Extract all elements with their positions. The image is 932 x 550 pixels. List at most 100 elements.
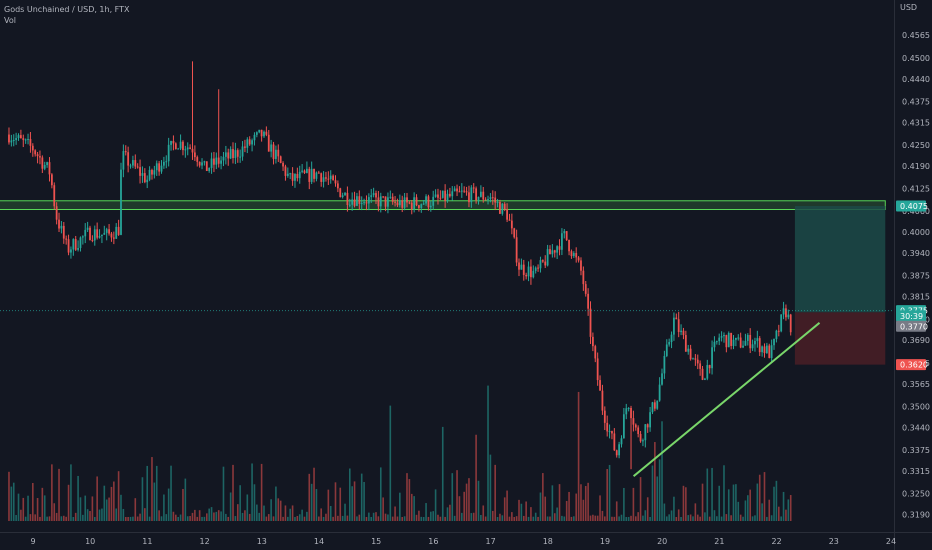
candle-body [453,188,456,192]
price-tick-label: 0.4060 [902,207,930,216]
candle-body [472,187,475,189]
candle-body [170,140,172,145]
volume-bar [375,512,377,521]
candle-body [739,337,742,348]
price-tick-label: 0.3690 [902,336,930,345]
candle-body [551,250,554,255]
candle-body [227,152,230,159]
candle-body [537,267,539,269]
candle-body [470,187,473,203]
candle-body [263,131,265,137]
volume-bar [124,516,127,521]
candle-body [620,438,623,445]
volume-bar [661,421,663,521]
candle-body [298,171,301,179]
volume-bar [77,475,79,521]
candle-body [429,205,432,208]
candle-body [687,348,690,352]
candle-body [184,149,187,151]
candle-body [198,161,201,166]
candle-body [143,173,146,183]
time-tick-label: 12 [200,537,210,546]
candle-body [515,237,518,263]
volume-bar [382,497,384,521]
volume-bar [256,504,258,521]
price-tick-label: 0.3315 [902,467,930,476]
volume-bar [456,470,458,521]
volume-bar [482,505,485,521]
volume-bar [263,505,265,521]
volume-bar [618,516,620,521]
volume-bar [751,516,754,521]
volume-bar [623,487,625,521]
time-tick-label: 19 [600,537,610,546]
volume-bar [594,515,597,521]
volume-layer [8,385,792,521]
volume-bar [632,487,635,521]
candle-body [522,264,525,275]
candle-body [458,191,461,193]
volume-bar [236,504,239,521]
zone-layer [0,200,886,211]
candle-body [723,335,725,337]
candle-body [165,161,168,163]
volume-bar [501,515,504,521]
volume-bar [744,500,747,521]
candle-body [265,131,268,135]
candle-body [582,270,585,285]
candle-body [108,229,110,234]
candle-body [103,232,106,235]
candle-body [763,346,766,354]
candle-body [425,196,427,204]
volume-bar [739,514,742,521]
volume-bar [775,480,778,521]
volume-bar [680,516,682,521]
candle-body [55,206,58,220]
volume-bar [727,489,730,521]
candle-body [587,293,590,309]
candle-body [382,196,385,198]
volume-bar [770,515,773,521]
candle-body [136,166,139,168]
volume-bar [325,513,327,521]
candle-body [777,330,780,332]
volume-bar [449,504,451,521]
candle-body [465,191,468,193]
volume-bar [186,516,189,521]
candle-body [675,317,678,320]
candle-body [570,251,573,257]
volume-bar [270,499,272,521]
candle-body [415,197,418,206]
candle-body [525,274,528,277]
volume-bar [461,512,463,521]
candle-body [84,229,87,237]
volume-bar [725,514,728,521]
candle-body [39,156,41,158]
candle-body [353,199,356,206]
volume-bar [599,495,601,521]
volume-bar [117,471,120,521]
candle-body [334,180,337,184]
candle-body [96,229,99,238]
candle-body [520,264,523,270]
volume-bar [732,484,735,521]
candle-body [332,175,335,181]
candle-body [294,173,296,181]
candle-body [773,338,775,346]
candle-body [789,314,792,333]
position-layer [794,206,886,365]
candle-body [329,175,332,180]
volume-bar [198,510,201,521]
volume-bar [389,405,392,521]
volume-bar [17,493,20,521]
time-tick-label: 10 [85,537,95,546]
volume-bar [518,499,520,521]
candle-body [246,139,249,148]
volume-bar [351,486,353,521]
candle-body [98,236,101,238]
volume-bar [613,516,616,521]
candle-body [12,139,15,141]
volume-bar [334,482,337,521]
candle-body [260,129,263,137]
